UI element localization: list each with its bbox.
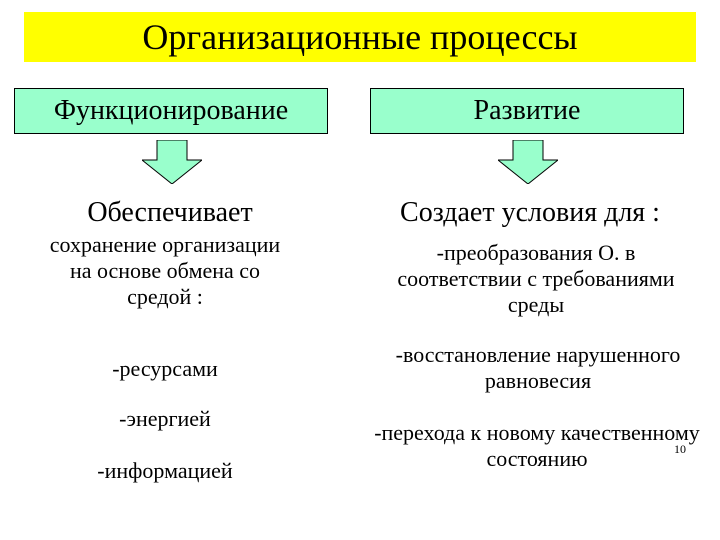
- page-title: Организационные процессы: [24, 12, 696, 62]
- left-item-resources: -ресурсами: [48, 356, 282, 382]
- box-functioning-label: Функционирование: [54, 95, 288, 127]
- right-heading: Создает условия для :: [368, 196, 692, 229]
- right-heading-text: Создает условия для :: [400, 197, 660, 228]
- right-item-text: -преобразования О. в соответствии с треб…: [397, 240, 674, 317]
- arrow-down-icon: [142, 140, 202, 184]
- right-item-text: -восстановление нарушенного равновесия: [396, 342, 681, 393]
- left-subtext-text: сохранение организации на основе обмена …: [50, 232, 280, 309]
- arrow-down-icon: [498, 140, 558, 184]
- page-title-text: Организационные процессы: [142, 16, 577, 58]
- right-item-transition: -перехода к новому качественному состоян…: [372, 420, 702, 472]
- right-item-restoration: -восстановление нарушенного равновесия: [368, 342, 708, 394]
- box-functioning: Функционирование: [14, 88, 328, 134]
- left-subtext: сохранение организации на основе обмена …: [48, 232, 282, 310]
- right-item-text: -перехода к новому качественному состоян…: [374, 420, 700, 471]
- right-item-transformation: -преобразования О. в соответствии с треб…: [376, 240, 696, 318]
- left-item-energy: -энергией: [48, 406, 282, 432]
- left-heading: Обеспечивает: [20, 196, 320, 229]
- left-heading-text: Обеспечивает: [87, 197, 252, 228]
- box-development: Развитие: [370, 88, 684, 134]
- left-item-information: -информацией: [48, 458, 282, 484]
- left-item-text: -энергией: [119, 406, 211, 431]
- page-number: 10: [674, 442, 686, 457]
- left-item-text: -информацией: [97, 458, 232, 483]
- left-item-text: -ресурсами: [112, 356, 218, 381]
- box-development-label: Развитие: [474, 95, 581, 127]
- page-number-text: 10: [674, 442, 686, 456]
